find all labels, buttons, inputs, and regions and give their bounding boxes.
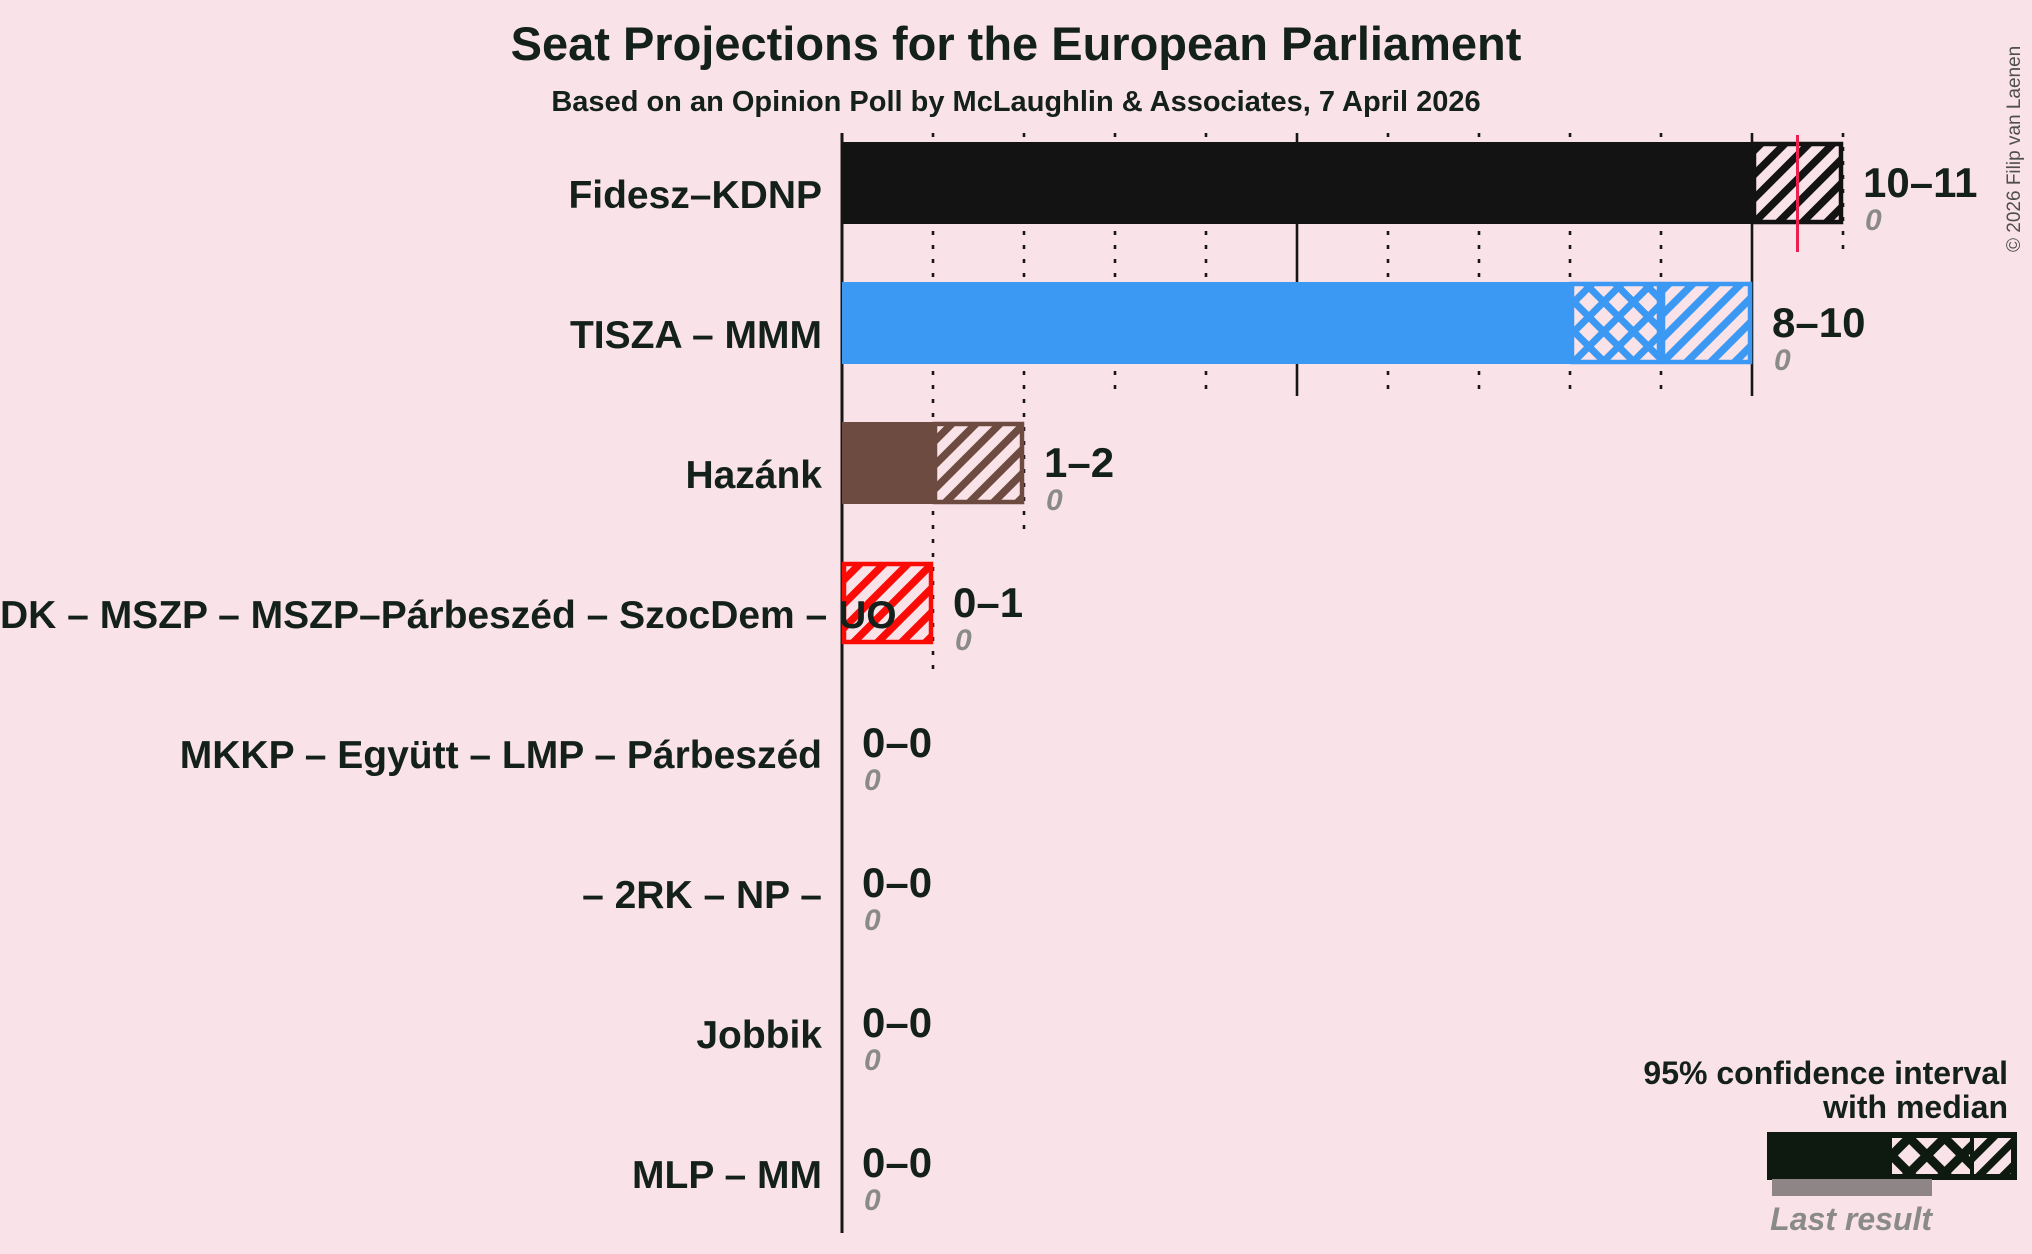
last-result-value: 0 (1774, 344, 1791, 377)
page-subtitle: Based on an Opinion Poll by McLaughlin &… (551, 86, 1481, 118)
party-label: MKKP – Együtt – LMP – Párbeszéd (179, 734, 822, 777)
party-label: Jobbik (696, 1014, 822, 1057)
party-label: Hazánk (685, 454, 822, 497)
seat-range-value: 0–0 (862, 1139, 933, 1186)
seat-range-value: 10–11 (1863, 159, 1978, 206)
legend-ci-line1: 95% confidence interval (1643, 1055, 2008, 1091)
last-result-value: 0 (864, 1044, 881, 1077)
seat-range-value: 0–0 (862, 719, 933, 766)
copyright-notice: © 2026 Filip van Laenen (2004, 45, 2025, 252)
seat-range-value: 1–2 (1044, 439, 1115, 486)
party-label: MLP – MM (632, 1154, 822, 1197)
last-result-value: 0 (1865, 204, 1882, 237)
last-result-value: 0 (1046, 484, 1063, 517)
party-label: Fidesz–KDNP (568, 174, 822, 217)
seat-range-value: 0–1 (953, 579, 1024, 626)
legend-ci-line2: with median (1823, 1089, 2008, 1125)
last-result-value: 0 (864, 904, 881, 937)
last-result-value: 0 (864, 1184, 881, 1217)
party-label: TISZA – MMM (569, 314, 822, 357)
last-result-value: 0 (864, 764, 881, 797)
page-title: Seat Projections for the European Parlia… (510, 17, 1522, 70)
seat-range-value: 0–0 (862, 859, 933, 906)
seat-range-value: 0–0 (862, 999, 933, 1046)
seat-range-value: 8–10 (1772, 299, 1866, 346)
party-label: DK – MSZP – MSZP–Párbeszéd – SzocDem – U… (0, 594, 897, 637)
last-result-value: 0 (955, 624, 972, 657)
party-label: – 2RK – NP – (582, 874, 822, 917)
legend-last-result-label: Last result (1770, 1201, 1932, 1237)
